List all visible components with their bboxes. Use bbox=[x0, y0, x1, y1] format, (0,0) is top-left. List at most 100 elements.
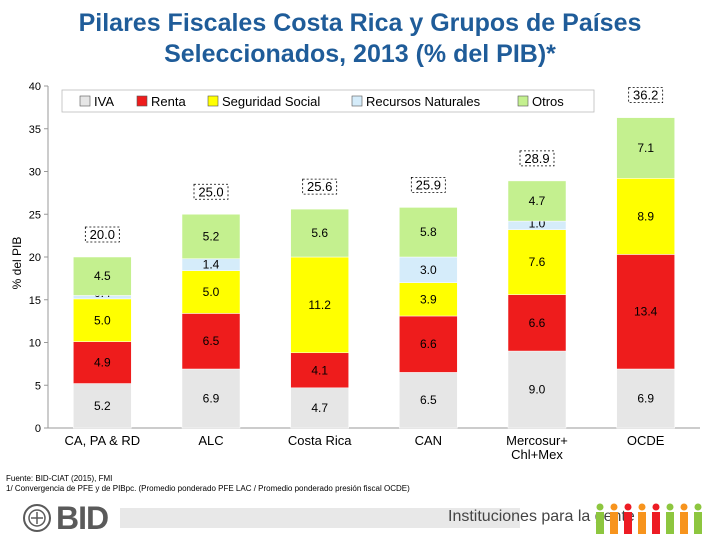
y-tick-label: 40 bbox=[29, 81, 41, 93]
bid-logo-text: BID bbox=[56, 499, 109, 536]
category-label: Costa Rica bbox=[288, 433, 352, 448]
total-label-box bbox=[628, 87, 664, 104]
chart-title-line-1: Pilares Fiscales Costa Rica y Grupos de … bbox=[78, 9, 642, 37]
y-tick-label: 35 bbox=[29, 124, 41, 136]
total-label: 20.0 bbox=[90, 227, 115, 242]
bar-segment bbox=[399, 207, 458, 258]
category-label: ALC bbox=[198, 433, 223, 448]
legend-swatch bbox=[136, 95, 148, 107]
total-label: 25.9 bbox=[416, 177, 441, 192]
category-label: CAN bbox=[415, 433, 442, 448]
person-icon bbox=[694, 503, 702, 534]
legend-label: Otros bbox=[532, 94, 564, 109]
legend-label: Seguridad Social bbox=[222, 94, 320, 109]
bar-segment bbox=[399, 372, 458, 429]
category-label: CA, PA & RD bbox=[65, 433, 141, 448]
y-tick-label: 30 bbox=[29, 167, 41, 179]
legend-label: IVA bbox=[94, 94, 114, 109]
segment-label: 4.1 bbox=[311, 363, 328, 377]
bar-segment bbox=[507, 180, 567, 222]
legend-swatch bbox=[207, 95, 219, 107]
people-icons bbox=[596, 503, 702, 534]
person-icon bbox=[652, 503, 660, 534]
bar-segment bbox=[181, 214, 241, 259]
total-label: 25.0 bbox=[198, 184, 223, 199]
y-tick-label: 15 bbox=[29, 295, 41, 307]
total-label-box bbox=[193, 183, 229, 200]
bar-segment bbox=[73, 341, 132, 384]
bar-segment bbox=[181, 270, 241, 314]
bar-segment bbox=[507, 294, 567, 352]
bar-segment bbox=[616, 117, 675, 179]
total-label: 28.9 bbox=[524, 151, 549, 166]
legend-swatch bbox=[517, 95, 529, 107]
tagline: Instituciones para la gente bbox=[448, 508, 635, 525]
y-tick-label: 10 bbox=[29, 338, 41, 350]
segment-label: 4.5 bbox=[94, 269, 111, 283]
segment-label: 11.2 bbox=[308, 298, 331, 312]
footer-band bbox=[120, 508, 520, 528]
person-icon bbox=[666, 503, 674, 534]
source-line-2: 1/ Convergencia de PFE y de PIBpc. (Prom… bbox=[6, 484, 410, 493]
bar-segment bbox=[399, 315, 458, 373]
person-icon bbox=[638, 503, 646, 534]
total-label: 25.6 bbox=[307, 179, 332, 194]
chart-title-line-2: Seleccionados, 2013 (% del PIB)* bbox=[164, 40, 556, 68]
legend-label: Renta bbox=[151, 94, 186, 109]
bar-segment bbox=[616, 368, 675, 429]
category-label: Chl+Mex bbox=[511, 447, 563, 462]
segment-label: 4.9 bbox=[94, 356, 111, 370]
legend-swatch bbox=[79, 95, 91, 107]
segment-label: 5.8 bbox=[420, 225, 437, 239]
segment-label: 1.4 bbox=[203, 258, 220, 272]
legend-label: Recursos Naturales bbox=[366, 94, 481, 109]
bar-segment bbox=[181, 368, 241, 429]
bar-segment bbox=[73, 256, 132, 296]
y-tick-label: 25 bbox=[29, 209, 41, 221]
segment-label: 5.2 bbox=[203, 229, 220, 243]
source-note: Fuente: BID-CIAT (2015), FMI 1/ Converge… bbox=[6, 474, 410, 494]
person-icon bbox=[596, 503, 604, 534]
chart-title: Pilares Fiscales Costa Rica y Grupos de … bbox=[0, 8, 720, 70]
segment-label: 8.9 bbox=[637, 209, 654, 223]
category-label: OCDE bbox=[627, 433, 665, 448]
segment-label: 6.5 bbox=[203, 334, 220, 348]
footer-bar: BID Instituciones para la gente bbox=[0, 496, 720, 540]
y-tick-label: 20 bbox=[29, 252, 41, 264]
bar-segment bbox=[399, 282, 458, 317]
segment-label: 5.0 bbox=[203, 285, 220, 299]
category-label: Mercosur+ bbox=[506, 433, 568, 448]
segment-label: 5.0 bbox=[94, 313, 111, 327]
total-label-box bbox=[410, 177, 446, 193]
segment-label: 6.6 bbox=[420, 337, 437, 351]
segment-label: 6.9 bbox=[203, 392, 220, 406]
source-line-1: Fuente: BID-CIAT (2015), FMI bbox=[6, 474, 113, 483]
person-icon bbox=[680, 503, 688, 534]
bar-segment bbox=[73, 298, 132, 342]
segment-label: 4.7 bbox=[529, 194, 546, 208]
bar-segment bbox=[290, 208, 349, 258]
segment-label: 5.2 bbox=[94, 399, 111, 413]
y-tick-label: 5 bbox=[35, 380, 41, 392]
bid-seal-icon bbox=[23, 504, 51, 532]
legend-box bbox=[61, 89, 595, 113]
bar-segment bbox=[507, 350, 567, 429]
bar-segment bbox=[507, 229, 567, 295]
bar-segment bbox=[399, 256, 458, 283]
person-icon bbox=[610, 503, 618, 534]
segment-label: 7.6 bbox=[529, 255, 546, 269]
segment-label: 5.6 bbox=[311, 226, 328, 240]
segment-label: 6.6 bbox=[529, 316, 546, 330]
total-label: 36.2 bbox=[633, 88, 658, 103]
total-label-box bbox=[84, 226, 120, 243]
legend-swatch bbox=[351, 95, 363, 107]
segment-label: 3.9 bbox=[420, 292, 437, 306]
total-label-box bbox=[519, 150, 555, 167]
segment-label: 4.7 bbox=[311, 401, 328, 415]
person-icon bbox=[624, 503, 632, 534]
segment-label: 6.9 bbox=[637, 392, 654, 406]
y-axis-label: % del PIB bbox=[10, 237, 24, 290]
segment-label: 7.1 bbox=[637, 141, 654, 155]
bar-segment bbox=[181, 313, 241, 370]
